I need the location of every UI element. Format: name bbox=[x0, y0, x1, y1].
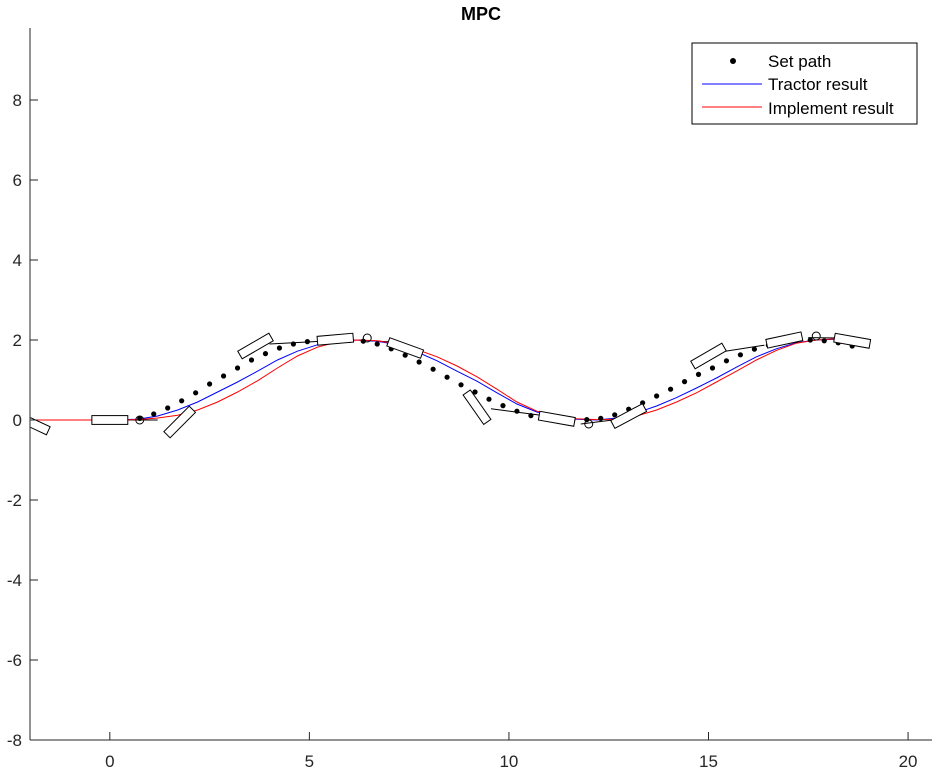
set-path-point bbox=[695, 371, 702, 377]
vehicle-box bbox=[91, 415, 129, 425]
set-path-point bbox=[234, 365, 241, 371]
y-ticks: -8 -6 -4 -2 0 2 4 6 8 bbox=[7, 91, 38, 750]
set-path-point bbox=[584, 417, 590, 423]
set-path-point bbox=[500, 403, 506, 409]
hitch-circle bbox=[135, 415, 145, 425]
vehicle-box bbox=[163, 405, 197, 439]
set-path-point bbox=[137, 415, 143, 421]
x-tick-label: 0 bbox=[105, 752, 114, 771]
x-tick-label: 5 bbox=[305, 752, 314, 771]
series-lines bbox=[30, 338, 837, 421]
set-path-point bbox=[751, 346, 757, 352]
set-path-point bbox=[514, 408, 520, 414]
vehicle-box bbox=[386, 337, 425, 359]
x-tick-label: 20 bbox=[899, 752, 918, 771]
set-path-point bbox=[444, 374, 450, 380]
set-path-point bbox=[151, 411, 157, 417]
set-path-point bbox=[486, 396, 492, 402]
legend-swatch-set-path bbox=[730, 58, 736, 64]
y-tick-label: 2 bbox=[13, 331, 22, 350]
set-path-point bbox=[276, 345, 283, 351]
y-tick-label: 4 bbox=[13, 251, 22, 270]
set-path-point bbox=[612, 412, 618, 418]
y-tick-label: -6 bbox=[7, 651, 22, 670]
vehicle-box bbox=[610, 403, 648, 429]
legend: Set path Tractor result Implement result bbox=[691, 42, 918, 125]
set-path-point bbox=[737, 352, 744, 358]
tractor-result-line bbox=[30, 338, 837, 421]
set-path-point bbox=[807, 337, 813, 343]
hitch-circles bbox=[135, 331, 821, 429]
x-ticks: 0 5 10 15 20 bbox=[105, 732, 918, 771]
hitch-line bbox=[720, 344, 765, 353]
set-path-point bbox=[709, 365, 716, 371]
set-path-point bbox=[402, 352, 408, 358]
set-path-point bbox=[360, 338, 366, 344]
set-path-point bbox=[821, 338, 827, 344]
hitch-circle bbox=[811, 331, 821, 341]
y-tick-label: 8 bbox=[13, 91, 22, 110]
set-path-point bbox=[458, 382, 464, 388]
vehicle-box bbox=[237, 332, 274, 360]
set-path-point bbox=[248, 357, 255, 363]
hitch-circle bbox=[584, 419, 594, 429]
y-tick-label: -4 bbox=[7, 571, 22, 590]
vehicle-box bbox=[690, 342, 727, 370]
set-path-point bbox=[416, 359, 422, 365]
set-path-point bbox=[165, 405, 171, 411]
set-path-point bbox=[179, 398, 185, 404]
set-path-point bbox=[207, 381, 213, 387]
set-path-point bbox=[598, 415, 604, 421]
set-path-point bbox=[723, 358, 730, 364]
legend-label-tractor: Tractor result bbox=[768, 75, 868, 94]
vehicle-box bbox=[462, 389, 492, 426]
set-path-point bbox=[654, 393, 660, 399]
set-path-point bbox=[667, 386, 674, 392]
chart-title: MPC bbox=[461, 4, 501, 24]
vehicle-box bbox=[537, 410, 576, 427]
x-tick-label: 10 bbox=[499, 752, 518, 771]
set-path-point bbox=[681, 379, 688, 385]
hitch-line bbox=[580, 419, 613, 425]
set-path-point bbox=[528, 413, 534, 419]
y-tick-label: -8 bbox=[7, 731, 22, 750]
hitch-circle bbox=[362, 333, 372, 343]
plot-area bbox=[30, 331, 872, 439]
axes bbox=[29, 28, 932, 741]
legend-label-set-path: Set path bbox=[768, 52, 831, 71]
y-tick-label: 0 bbox=[13, 411, 22, 430]
legend-box bbox=[691, 42, 918, 125]
set-path-point bbox=[304, 339, 310, 345]
set-path-point bbox=[430, 366, 436, 372]
set-path-point bbox=[472, 389, 478, 395]
vehicle-box bbox=[833, 332, 872, 349]
legend-label-implement: Implement result bbox=[768, 99, 894, 118]
y-tick-label: -2 bbox=[7, 491, 22, 510]
tractor-boxes bbox=[30, 331, 872, 439]
implement-result-line bbox=[30, 338, 837, 421]
set-path-point bbox=[290, 341, 297, 347]
set-path-point bbox=[262, 351, 269, 357]
set-path-point bbox=[220, 373, 227, 379]
y-tick-label: 6 bbox=[13, 171, 22, 190]
vehicle-box bbox=[765, 331, 804, 349]
set-path-point bbox=[374, 341, 380, 347]
vehicle-box bbox=[316, 332, 355, 346]
x-tick-label: 15 bbox=[699, 752, 718, 771]
set-path-point bbox=[193, 390, 199, 396]
